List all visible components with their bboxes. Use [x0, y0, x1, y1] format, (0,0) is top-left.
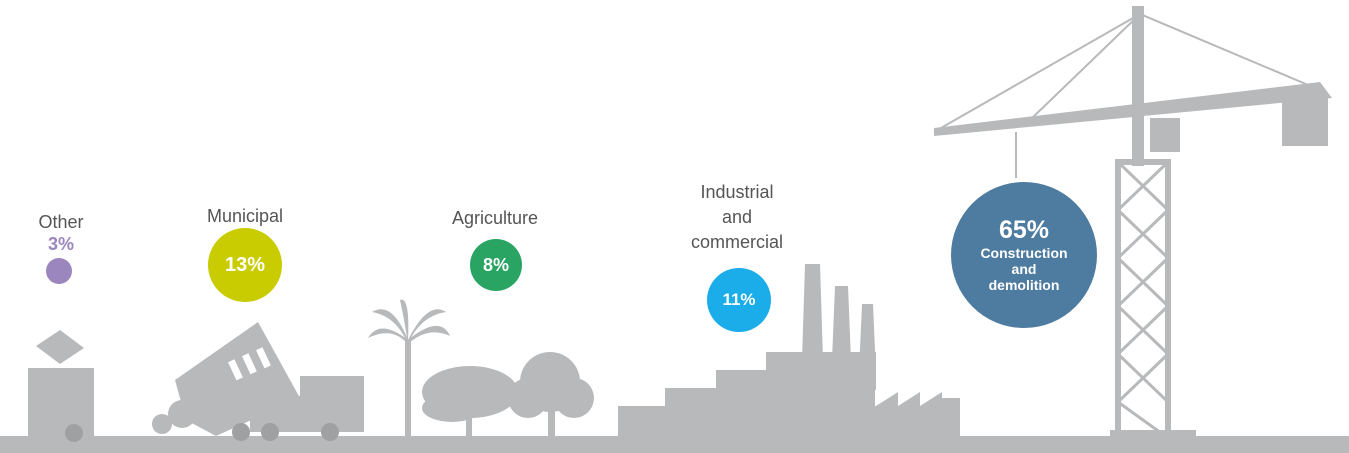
category-label-industrial-line1: Industrial [700, 182, 774, 202]
factory-icon [618, 264, 960, 438]
tower-crane-icon [933, 6, 1332, 441]
category-label-construction-line2: and [1011, 260, 1037, 277]
bubble-construction: 65% Construction and demolition [951, 182, 1097, 328]
ground-strip [0, 436, 1349, 453]
category-label-agriculture: Agriculture [451, 208, 539, 228]
bubble-municipal: 13% [208, 228, 282, 302]
palm-tree-icon [368, 299, 450, 438]
bubble-other [46, 258, 72, 284]
value-label-other: 3% [47, 234, 74, 254]
category-label-construction-line1: Construction [980, 244, 1068, 261]
category-label-other: Other [38, 212, 84, 232]
dump-truck-icon [152, 322, 364, 441]
value-label-municipal: 13% [224, 253, 266, 276]
value-label-industrial: 11% [722, 290, 756, 310]
bubble-industrial: 11% [707, 268, 771, 332]
category-label-industrial-line3: commercial [690, 232, 783, 252]
category-label-municipal: Municipal [206, 206, 284, 226]
palm-bush-icon [422, 366, 518, 438]
value-label-construction: 65% [998, 216, 1050, 245]
category-label-industrial-line2: and [721, 207, 753, 227]
bubble-agriculture: 8% [470, 239, 522, 291]
waste-bin-icon [28, 330, 94, 442]
category-label-industrial: Industrial and commercial [672, 180, 802, 255]
value-label-agriculture: 8% [482, 254, 509, 275]
category-label-construction-line3: demolition [988, 276, 1060, 293]
tree-icon [508, 352, 594, 438]
